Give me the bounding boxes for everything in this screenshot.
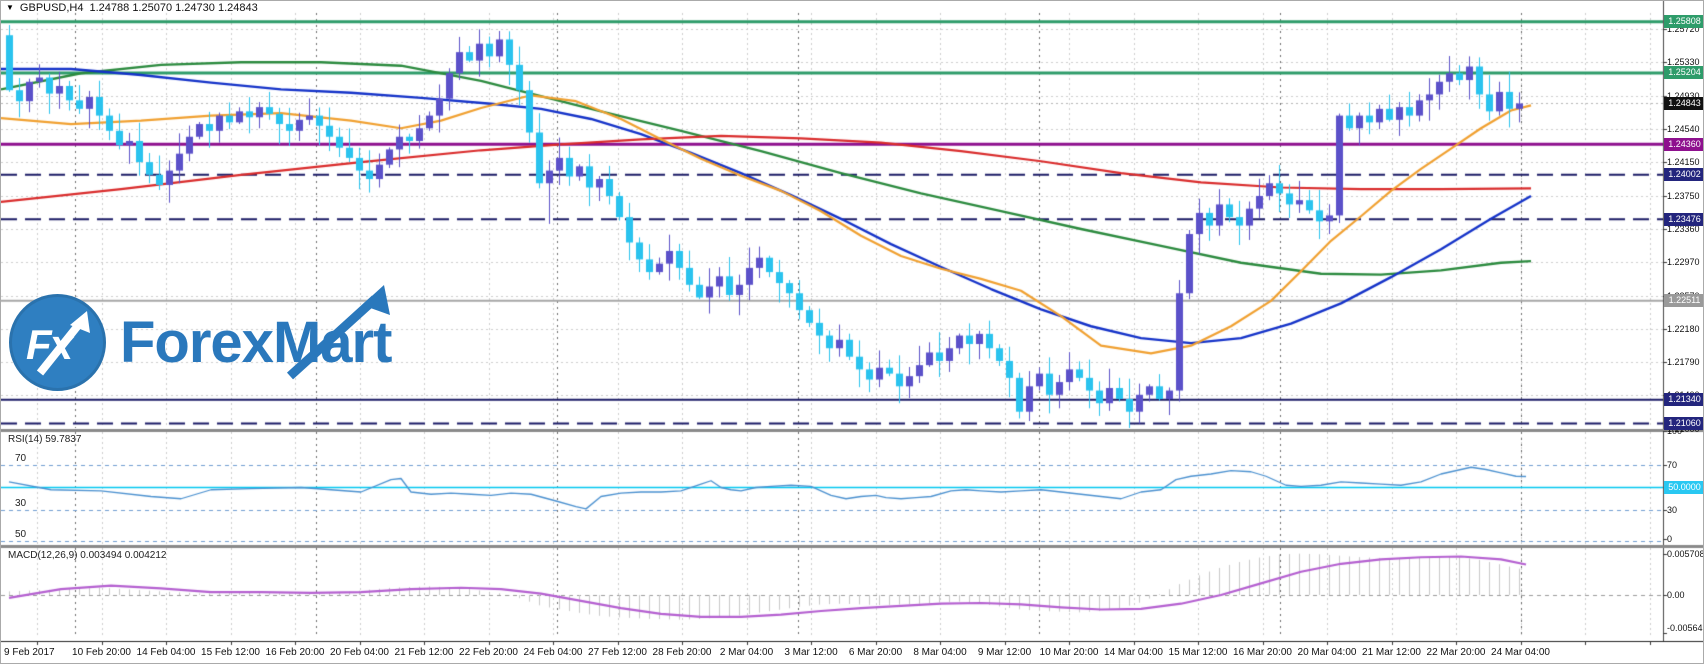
rsi-right-label: 70: [1667, 460, 1678, 470]
time-axis-label: 22 Feb 20:00: [459, 647, 518, 658]
logo-name-text: ForexMart: [120, 285, 392, 380]
rsi-mid-badge: 50.0000: [1664, 481, 1703, 494]
price-axis-label: 1.24540: [1667, 124, 1700, 135]
rsi-right-label: 0: [1667, 534, 1673, 545]
macd-right-label: 0.00: [1667, 590, 1685, 600]
rsi-header-label: RSI(14) 59.7837: [8, 434, 82, 445]
price-axis-label: 1.22180: [1667, 323, 1700, 334]
time-axis-label: 20 Mar 04:00: [1297, 647, 1357, 658]
price-level-badge: 1.25204: [1664, 66, 1703, 80]
price-level-badge: 1.23476: [1664, 212, 1703, 226]
time-axis-label: 27 Feb 12:00: [588, 647, 647, 658]
price-axis-label: 1.25330: [1667, 57, 1700, 68]
rsi-right-label: 30: [1667, 505, 1678, 515]
price-axis-label: 1.23750: [1667, 190, 1700, 201]
time-axis-label: 28 Feb 20:00: [652, 647, 712, 658]
logo-name-arrow-icon: [286, 285, 390, 380]
macd-header-label: MACD(12,26,9) 0.003494 0.004212: [8, 550, 167, 561]
macd-right-label: -0.00564: [1667, 623, 1703, 633]
price-axis-label: 1.22970: [1667, 256, 1700, 267]
time-axis-label: 3 Mar 12:00: [784, 647, 838, 658]
price-axis-label: 1.25720: [1667, 24, 1700, 35]
chart-title-bar: ▼ GBPUSD,H4 1.24788 1.25070 1.24730 1.24…: [6, 2, 258, 14]
ohlc-values-label: 1.24788 1.25070 1.24730 1.24843: [89, 2, 258, 14]
time-axis-label: 8 Mar 04:00: [913, 647, 967, 658]
time-axis-label: 6 Mar 20:00: [848, 647, 903, 658]
time-axis-label: 21 Feb 12:00: [394, 647, 454, 658]
price-axis-label: 1.21790: [1667, 356, 1700, 367]
time-axis-label: 22 Mar 20:00: [1426, 647, 1486, 658]
time-axis-label: 16 Mar 20:00: [1233, 647, 1292, 658]
price-level-badge: 1.25808: [1664, 15, 1703, 29]
time-axis-label: 24 Mar 04:00: [1491, 647, 1550, 658]
time-axis-label: 15 Mar 12:00: [1168, 647, 1228, 658]
time-axis-label: 20 Feb 04:00: [330, 647, 389, 658]
price-level-badge: 1.21340: [1664, 393, 1703, 407]
price-axis-label: 1.23360: [1667, 223, 1700, 234]
price-level-badge: 1.21060: [1664, 417, 1703, 431]
symbol-dropdown-icon[interactable]: ▼: [6, 3, 14, 12]
price-level-badge: 1.24843: [1664, 96, 1703, 110]
price-axis-label: 1.24150: [1667, 157, 1700, 168]
rsi-left-label: 70: [15, 453, 27, 464]
time-axis-label: 10 Mar 20:00: [1039, 647, 1099, 658]
logo-arrow-icon: [36, 311, 90, 376]
forexmart-logo-circle-icon: Fx: [9, 294, 106, 391]
macd-right-label: 0.005708: [1667, 548, 1704, 559]
time-axis-label: 14 Mar 04:00: [1104, 647, 1163, 658]
time-axis-label: 14 Feb 04:00: [136, 647, 196, 658]
time-axis-label: 2 Mar 04:00: [719, 647, 774, 658]
price-level-badge: 1.22511: [1664, 294, 1703, 308]
rsi-left-label: 50: [15, 528, 27, 540]
logo-fx-text: Fx: [26, 321, 73, 368]
price-axis-label: 1.24930: [1667, 91, 1703, 101]
time-axis-label: 9 Feb 2017: [4, 647, 55, 658]
price-level-badge: 1.24002: [1664, 168, 1703, 182]
time-axis-label: 10 Feb 20:00: [72, 647, 131, 658]
time-axis-label: 15 Feb 12:00: [201, 647, 260, 658]
rsi-left-label: 30: [15, 498, 27, 509]
rsi-right-label: 100: [1667, 426, 1683, 437]
price-level-badge: 1.24360: [1664, 137, 1703, 151]
symbol-period-label: GBPUSD,H4: [19, 2, 84, 14]
forexmart-logo: Fx ForexMart: [9, 285, 392, 391]
time-axis-label: 24 Feb 04:00: [523, 647, 583, 658]
time-axis-label: 9 Mar 12:00: [977, 647, 1032, 658]
time-axis-label: 16 Feb 20:00: [265, 647, 325, 658]
time-axis-label: 21 Mar 12:00: [1362, 647, 1421, 658]
